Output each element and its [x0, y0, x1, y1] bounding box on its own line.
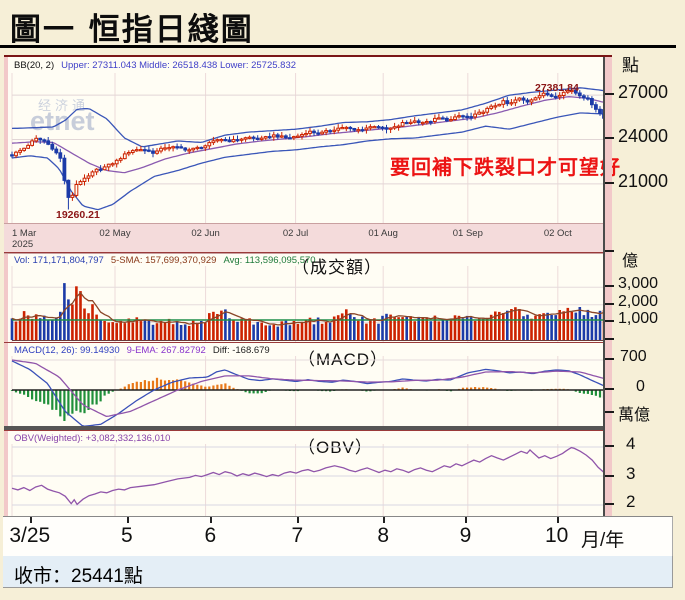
axis-tick — [605, 445, 614, 447]
vol-sma-value: 5-SMA: 157,699,370,929 — [110, 255, 217, 266]
obv-chart — [4, 444, 612, 518]
axis-tick-label: 21000 — [618, 170, 669, 191]
month-label: 10 — [544, 524, 569, 547]
right-axis-labels: 點 27000 24000 21000 億 3,000 2,000 1,000 700 0 萬億 4 3… — [605, 55, 685, 518]
volume-chart — [4, 266, 612, 342]
axis-tick — [605, 93, 614, 95]
axis-tick — [605, 285, 614, 287]
axis-tick — [605, 503, 614, 505]
chart-panel: BB(20, 2) Upper: 27311.043 Middle: 26518.… — [4, 55, 620, 518]
date-label: 1 Mar 2025 — [12, 228, 37, 250]
axis-tick-label: 億 — [622, 253, 639, 271]
axis-tick-label: 3 — [626, 464, 636, 484]
obv-legend: OBV(Weighted): +3,082,332,136,010 — [14, 432, 177, 446]
axis-tick — [605, 388, 614, 390]
date-label: 02 Jul — [282, 228, 309, 239]
macd-diff-value: Diff: -168.679 — [212, 345, 270, 356]
date-label: 02 May — [99, 228, 131, 239]
month-label: 6 — [204, 524, 217, 547]
month-tick — [297, 517, 300, 523]
page-title: 圖一 恒指日綫圖 — [10, 12, 254, 48]
date-label: 01 Aug — [368, 228, 398, 239]
etnet-watermark-cjk: 经济通 — [38, 98, 90, 113]
axis-tick — [605, 320, 614, 322]
macd-obv-divider — [4, 426, 612, 430]
axis-tick — [605, 411, 614, 413]
month-label: 5 — [121, 524, 133, 547]
month-axis-unit: 月/年 — [581, 530, 625, 551]
high-point-label: 27381.84 — [535, 82, 579, 94]
macd-ema-value: 9-EMA: 267.82792 — [126, 345, 206, 356]
obv-value: OBV(Weighted): +3,082,332,136,010 — [14, 433, 171, 444]
low-point-label: 19260.21 — [56, 209, 100, 221]
axis-tick-label: 萬億 — [618, 407, 651, 425]
axis-tick-label: 700 — [620, 348, 647, 366]
macd-legend: MACD(12, 26): 99.14930 9-EMA: 267.82792 Di… — [14, 344, 277, 358]
axis-tick-label: 0 — [636, 378, 645, 396]
month-axis-strip: 月/年 3/25 5 6 7 8 9 10 — [3, 516, 673, 557]
annotation-note: 要回補下跌裂口才可望好 — [390, 157, 621, 179]
axis-tick — [605, 182, 614, 184]
axis-tick-label: 24000 — [618, 125, 669, 146]
volume-panel-label: （成交額） — [292, 258, 382, 277]
axis-tick-label: 2,000 — [618, 293, 659, 311]
month-label: 8 — [377, 524, 390, 547]
date-label: 02 Jun — [191, 228, 220, 239]
macd-chart — [4, 356, 612, 426]
section-divider — [4, 252, 612, 253]
axis-tick — [605, 137, 614, 139]
bb-params: BB(20, 2) — [14, 60, 55, 71]
month-tick — [126, 517, 129, 523]
date-axis-strip: 1 Mar 2025 02 May 02 Jun 02 Jul 01 Aug 01 Sep 0… — [4, 223, 612, 254]
axis-tick-label: 2 — [626, 492, 636, 512]
axis-tick-label: 1,000 — [618, 310, 659, 328]
panel-left-border — [4, 57, 8, 518]
panel-right-border — [605, 57, 612, 518]
vol-value: Vol: 171,171,804,797 — [14, 255, 104, 266]
axis-tick — [605, 250, 614, 252]
axis-tick-label: 點 — [622, 56, 639, 76]
month-tick — [465, 517, 468, 523]
month-label: 3/25 — [9, 524, 51, 547]
month-tick — [210, 517, 213, 523]
section-divider — [4, 342, 612, 343]
month-label: 7 — [291, 524, 304, 547]
date-label: 02 Oct — [543, 228, 572, 239]
axis-tick — [605, 358, 614, 360]
axis-tick — [605, 338, 614, 340]
month-tick — [556, 517, 559, 523]
axis-tick-label: 4 — [626, 434, 636, 454]
axis-tick-label: 3,000 — [618, 275, 659, 293]
title-divider — [0, 45, 676, 48]
month-tick — [29, 517, 32, 523]
section-divider — [4, 430, 612, 431]
volume-legend: Vol: 171,171,804,797 5-SMA: 157,699,370,9… — [14, 254, 323, 268]
close-price-strip: 收市：25441點 — [3, 556, 673, 588]
bb-legend: BB(20, 2) Upper: 27311.043 Middle: 26518.… — [14, 59, 303, 73]
vol-avg-value: Avg: 113,596,095,570 — [223, 255, 316, 266]
axis-tick — [605, 475, 614, 477]
axis-tick — [605, 303, 614, 305]
plot-right-edge — [603, 57, 605, 518]
date-label: 01 Sep — [452, 228, 483, 239]
close-price-label: 收市：25441點 — [14, 566, 143, 587]
candlestick-chart — [4, 73, 612, 223]
etnet-watermark-logo: etnet — [30, 106, 95, 136]
axis-tick-label: 27000 — [618, 81, 669, 102]
month-label: 9 — [459, 524, 472, 547]
month-tick — [383, 517, 386, 523]
macd-value: MACD(12, 26): 99.14930 — [14, 345, 120, 356]
bb-values: Upper: 27311.043 Middle: 26518.438 Lower… — [61, 60, 297, 71]
